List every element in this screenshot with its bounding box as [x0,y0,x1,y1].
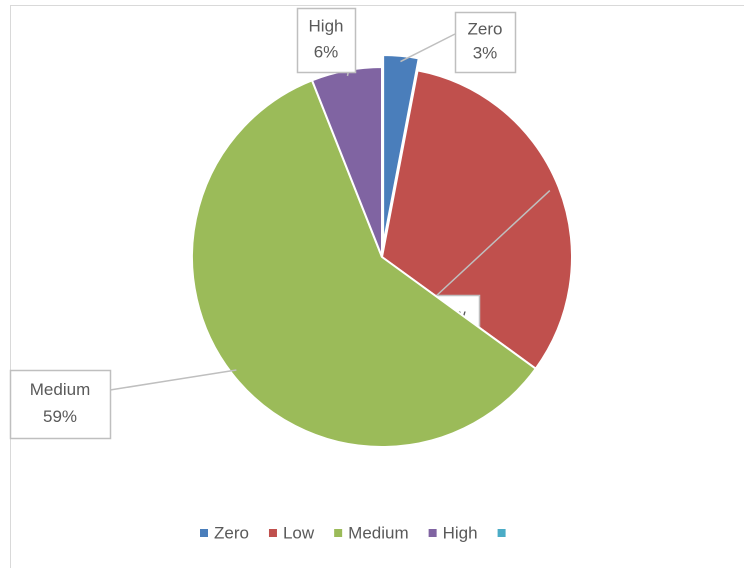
legend-label: Medium [348,523,408,542]
legend-label: High [443,523,478,542]
pie-slice [191,79,538,448]
leader-line [400,33,456,63]
data-label-category: Zero [468,19,503,38]
data-label-category: Medium [30,380,90,399]
pie-slice [380,69,573,371]
leader-line [420,190,551,311]
data-label-box [296,7,357,74]
leader-line [109,369,237,391]
legend-marker [200,529,208,537]
pie-slice [382,54,420,246]
data-label-value: 6% [314,42,339,61]
data-label-box [9,369,112,440]
legend-label: Low [283,523,315,542]
legend-marker [428,529,437,537]
legend-marker [334,529,343,537]
legend-marker [268,529,277,537]
legend-label: Zero [214,523,249,542]
data-label-value: 59% [43,407,77,426]
legend-marker [497,529,506,537]
data-label-category: High [309,17,344,36]
data-label-value: 3% [473,43,498,62]
data-label-box [454,11,517,74]
